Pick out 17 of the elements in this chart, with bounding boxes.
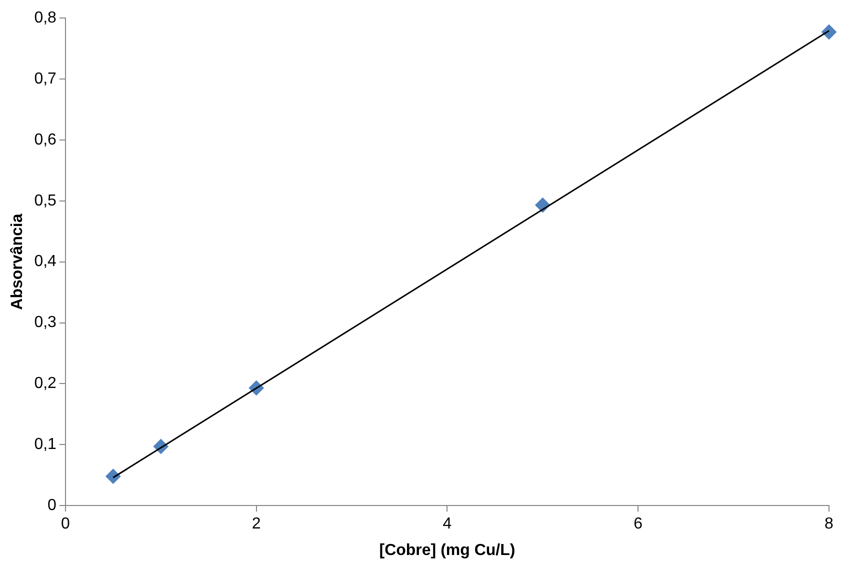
- x-tick-label: 4: [442, 516, 452, 533]
- y-tick-label: 0,2: [34, 375, 57, 392]
- y-tick-label: 0: [48, 497, 57, 514]
- x-tick-label: 6: [634, 516, 643, 533]
- y-axis-title: Absorvância: [9, 214, 26, 310]
- y-tick-label: 0,8: [34, 9, 57, 26]
- x-tick-label: 8: [824, 516, 834, 533]
- x-axis-title: [Cobre] (mg Cu/L): [379, 542, 516, 559]
- y-tick-label: 0,6: [34, 131, 57, 148]
- y-tick-label: 0,7: [34, 70, 57, 88]
- y-tick-label: 0,3: [34, 314, 57, 332]
- x-tick-label: 0: [60, 516, 70, 533]
- x-tick-label: 2: [252, 516, 261, 533]
- y-tick-label: 0,5: [34, 192, 57, 210]
- y-tick-label: 0,1: [34, 436, 57, 454]
- point: [106, 468, 121, 484]
- y-tick-label: 0,4: [34, 253, 57, 270]
